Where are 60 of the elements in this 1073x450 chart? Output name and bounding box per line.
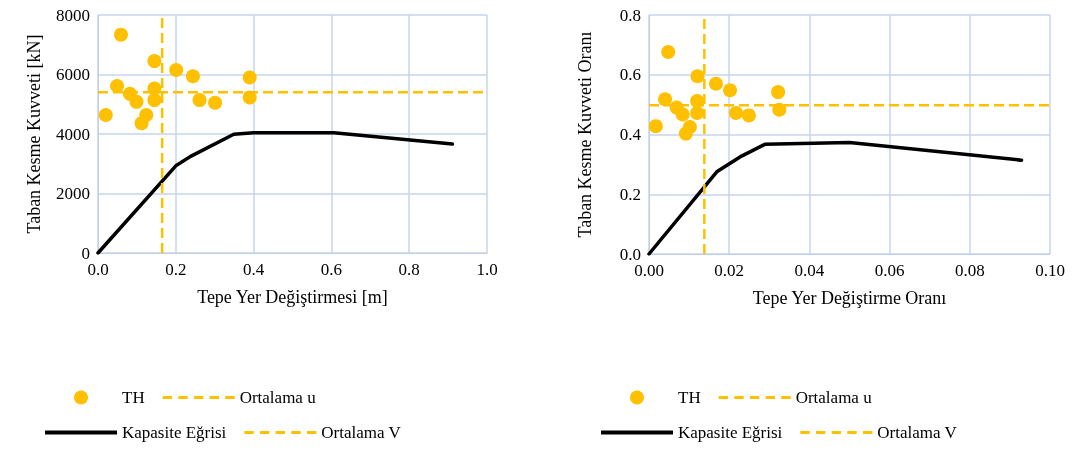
point (139, 107, 154, 122)
x-tick-label: 0.8 (398, 260, 420, 279)
legend-label: Ortalama u (795, 388, 873, 407)
x-tick-label: 0.02 (714, 261, 745, 280)
point (147, 93, 162, 108)
x-tick-label: 1.0 (476, 260, 498, 279)
x-tick-label: 0.0 (87, 260, 109, 279)
point (98, 107, 113, 122)
point (729, 105, 744, 120)
point (185, 69, 200, 84)
point (242, 70, 257, 85)
y-tick-label: 0.0 (619, 244, 641, 264)
x-tick-label: 0.4 (242, 260, 265, 279)
point (708, 76, 723, 91)
y-axis-title: Taban Kesme Kuvveti [kN] (24, 34, 44, 234)
point (772, 102, 787, 117)
y-tick-label: 8000 (56, 5, 90, 25)
point (113, 27, 128, 42)
x-axis-title: Tepe Yer Değiştirmesi [m] (197, 287, 388, 307)
x-tick-label: 0.00 (634, 261, 664, 280)
legend-label: Kapasite Eğrisi (122, 423, 227, 442)
y-tick-label: 0.2 (619, 184, 641, 204)
legend-label: Kapasite Eğrisi (678, 423, 783, 442)
line-series (647, 140, 1024, 256)
point (675, 107, 690, 122)
x-tick-label: 0.04 (794, 261, 825, 280)
point (682, 120, 697, 135)
y-tick-label: 2000 (56, 184, 90, 203)
y-axis-title: Taban Kesme Kuvveti Oranı (575, 31, 595, 238)
point (661, 45, 676, 60)
y-tick-label: 0.8 (619, 5, 641, 25)
legend-label: Ortalama V (321, 423, 402, 442)
point (690, 105, 705, 120)
point (129, 94, 144, 109)
point (771, 85, 786, 100)
legend-label: Ortalama u (239, 388, 317, 407)
y-tick-label: 6000 (56, 65, 90, 84)
point (658, 92, 673, 107)
point (690, 69, 705, 84)
legend-label: TH (678, 388, 701, 407)
point (192, 93, 207, 108)
point (169, 63, 184, 78)
x-tick-label: 0.6 (320, 260, 343, 279)
line-series (96, 131, 455, 255)
point (147, 54, 162, 69)
point (648, 119, 663, 134)
y-tick-label: 0.4 (619, 125, 642, 144)
x-tick-label: 0.2 (165, 260, 187, 279)
y-tick-label: 0 (81, 243, 90, 263)
x-axis-title: Tepe Yer Değiştirme Oranı (752, 288, 947, 308)
point (723, 83, 737, 98)
legend-label: Ortalama V (877, 423, 958, 442)
x-tick-label: 0.06 (874, 261, 905, 280)
legend-label: TH (122, 388, 145, 407)
x-tick-label: 0.08 (954, 261, 985, 280)
point (741, 108, 756, 123)
point (208, 95, 223, 110)
y-tick-label: 0.6 (619, 65, 641, 85)
y-tick-label: 4000 (56, 124, 90, 144)
x-tick-label: 0.10 (1035, 261, 1065, 280)
